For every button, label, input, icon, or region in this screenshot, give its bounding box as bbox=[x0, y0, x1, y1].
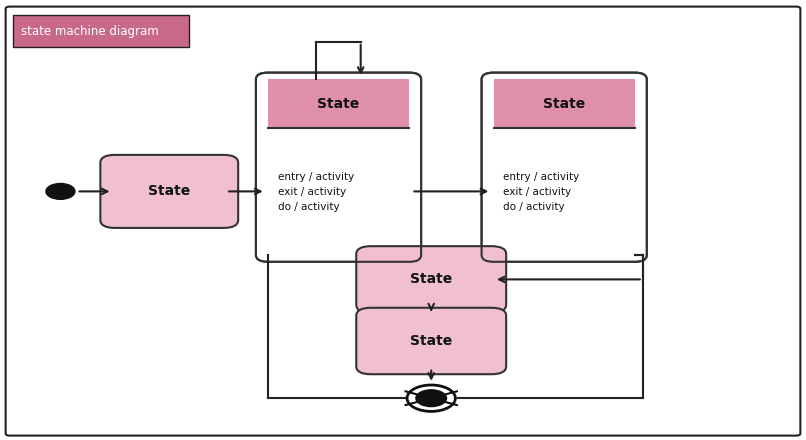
Text: State: State bbox=[543, 97, 585, 111]
FancyBboxPatch shape bbox=[6, 7, 800, 436]
FancyBboxPatch shape bbox=[356, 246, 506, 312]
Text: State: State bbox=[410, 272, 452, 286]
Text: entry / activity
exit / activity
do / activity: entry / activity exit / activity do / ac… bbox=[277, 172, 354, 212]
FancyBboxPatch shape bbox=[356, 308, 506, 374]
FancyBboxPatch shape bbox=[481, 73, 646, 262]
Circle shape bbox=[46, 183, 75, 199]
Bar bbox=[268, 79, 409, 128]
Text: State: State bbox=[410, 334, 452, 348]
Circle shape bbox=[407, 385, 455, 411]
Bar bbox=[493, 79, 634, 128]
Text: entry / activity
exit / activity
do / activity: entry / activity exit / activity do / ac… bbox=[503, 172, 580, 212]
Text: State: State bbox=[148, 184, 190, 198]
FancyBboxPatch shape bbox=[100, 155, 239, 228]
FancyBboxPatch shape bbox=[13, 15, 189, 47]
Text: state machine diagram: state machine diagram bbox=[21, 25, 159, 38]
FancyBboxPatch shape bbox=[256, 73, 421, 262]
Text: State: State bbox=[318, 97, 359, 111]
Circle shape bbox=[416, 390, 447, 407]
